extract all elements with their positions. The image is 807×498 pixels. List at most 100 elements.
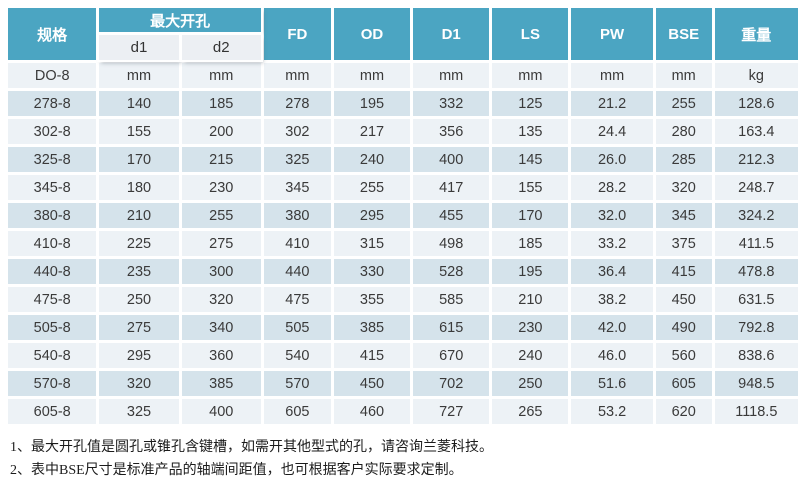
value-cell: mm	[99, 63, 179, 88]
value-cell: 400	[413, 147, 490, 172]
value-cell: 248.7	[714, 175, 798, 200]
spec-cell: 605-8	[8, 399, 97, 424]
value-cell: 498	[413, 231, 490, 256]
value-cell: 702	[413, 371, 490, 396]
value-cell: 215	[181, 147, 261, 172]
spec-table: 规格 最大开孔 FD OD D1 LS PW BSE 重量 d1 d2 DO-8…	[5, 5, 801, 427]
value-cell: 170	[99, 147, 179, 172]
header-row-1: 规格 最大开孔 FD OD D1 LS PW BSE 重量	[8, 8, 798, 60]
value-cell: 528	[413, 259, 490, 284]
spec-cell: 475-8	[8, 287, 97, 312]
value-cell: 302	[263, 119, 331, 144]
value-cell: 125	[492, 91, 569, 116]
value-cell: mm	[571, 63, 653, 88]
value-cell: mm	[263, 63, 331, 88]
value-cell: 324.2	[714, 203, 798, 228]
value-cell: 300	[181, 259, 261, 284]
header-row-2: d1 d2	[8, 35, 798, 60]
value-cell: 128.6	[714, 91, 798, 116]
header-max-opening: 最大开孔	[99, 8, 261, 32]
value-cell: 38.2	[571, 287, 653, 312]
value-cell: 315	[333, 231, 411, 256]
value-cell: 140	[99, 91, 179, 116]
value-cell: mm	[655, 63, 712, 88]
value-cell: 155	[99, 119, 179, 144]
value-cell: 380	[263, 203, 331, 228]
spec-cell: 278-8	[8, 91, 97, 116]
value-cell: 230	[492, 315, 569, 340]
table-header: 规格 最大开孔 FD OD D1 LS PW BSE 重量 d1 d2	[8, 8, 798, 60]
value-cell: 230	[181, 175, 261, 200]
value-cell: 411.5	[714, 231, 798, 256]
value-cell: 560	[655, 343, 712, 368]
value-cell: 280	[655, 119, 712, 144]
footnote-1: 1、最大开孔值是圆孔或锥孔含键槽，如需开其他型式的孔，请咨询兰菱科技。	[10, 440, 493, 455]
value-cell: 24.4	[571, 119, 653, 144]
header-d1cap: D1	[413, 8, 490, 60]
table-row: 570-8 320 385 570 450 702 250 51.6 605 948.5	[8, 371, 798, 396]
value-cell: 355	[333, 287, 411, 312]
footnote-2: 2、表中BSE尺寸是标准产品的轴端间距值，也可根据客户实际要求定制。	[10, 463, 463, 479]
value-cell: 410	[263, 231, 331, 256]
value-cell: 631.5	[714, 287, 798, 312]
value-cell: 195	[333, 91, 411, 116]
value-cell: 32.0	[571, 203, 653, 228]
table-body: DO-8 mm mm mm mm mm mm mm mm kg 278-8 140 185 278 195 3…	[8, 63, 798, 424]
subheader-d1: d1	[99, 35, 179, 60]
table-row: 410-8 225 275 410 315 498 185 33.2 375 411.5	[8, 231, 798, 256]
value-cell: 135	[492, 119, 569, 144]
value-cell: 332	[413, 91, 490, 116]
value-cell: 53.2	[571, 399, 653, 424]
value-cell: 440	[263, 259, 331, 284]
spec-cell: 540-8	[8, 343, 97, 368]
value-cell: 265	[492, 399, 569, 424]
subheader-d2: d2	[181, 35, 261, 60]
value-cell: 345	[263, 175, 331, 200]
table-row: 278-8 140 185 278 195 332 125 21.2 255 128.6	[8, 91, 798, 116]
spec-cell: DO-8	[8, 63, 97, 88]
value-cell: 155	[492, 175, 569, 200]
value-cell: 255	[333, 175, 411, 200]
value-cell: 670	[413, 343, 490, 368]
spec-cell: 380-8	[8, 203, 97, 228]
value-cell: 185	[492, 231, 569, 256]
value-cell: 200	[181, 119, 261, 144]
value-cell: mm	[181, 63, 261, 88]
value-cell: 51.6	[571, 371, 653, 396]
spec-cell: 440-8	[8, 259, 97, 284]
value-cell: 360	[181, 343, 261, 368]
value-cell: 250	[99, 287, 179, 312]
value-cell: 235	[99, 259, 179, 284]
value-cell: 385	[181, 371, 261, 396]
value-cell: mm	[333, 63, 411, 88]
value-cell: 195	[492, 259, 569, 284]
value-cell: 240	[492, 343, 569, 368]
header-ls: LS	[492, 8, 569, 60]
units-row: DO-8 mm mm mm mm mm mm mm mm kg	[8, 63, 798, 88]
value-cell: 255	[181, 203, 261, 228]
spec-cell: 410-8	[8, 231, 97, 256]
spec-cell: 345-8	[8, 175, 97, 200]
spec-cell: 325-8	[8, 147, 97, 172]
table-row: 605-8 325 400 605 460 727 265 53.2 620 1118.5	[8, 399, 798, 424]
header-spec: 规格	[8, 8, 97, 60]
value-cell: 385	[333, 315, 411, 340]
footnotes: 1、最大开孔值是圆孔或锥孔含键槽，如需开其他型式的孔，请咨询兰菱科技。 2、表中…	[5, 427, 801, 482]
value-cell: 605	[263, 399, 331, 424]
value-cell: 460	[333, 399, 411, 424]
value-cell: 33.2	[571, 231, 653, 256]
value-cell: 212.3	[714, 147, 798, 172]
value-cell: 417	[413, 175, 490, 200]
spec-cell: 570-8	[8, 371, 97, 396]
value-cell: 210	[99, 203, 179, 228]
value-cell: mm	[492, 63, 569, 88]
table-row: 380-8 210 255 380 295 455 170 32.0 345 324.2	[8, 203, 798, 228]
header-od: OD	[333, 8, 411, 60]
table-row: 440-8 235 300 440 330 528 195 36.4 415 478.8	[8, 259, 798, 284]
value-cell: 320	[99, 371, 179, 396]
value-cell: 145	[492, 147, 569, 172]
value-cell: 450	[655, 287, 712, 312]
value-cell: 948.5	[714, 371, 798, 396]
value-cell: 455	[413, 203, 490, 228]
